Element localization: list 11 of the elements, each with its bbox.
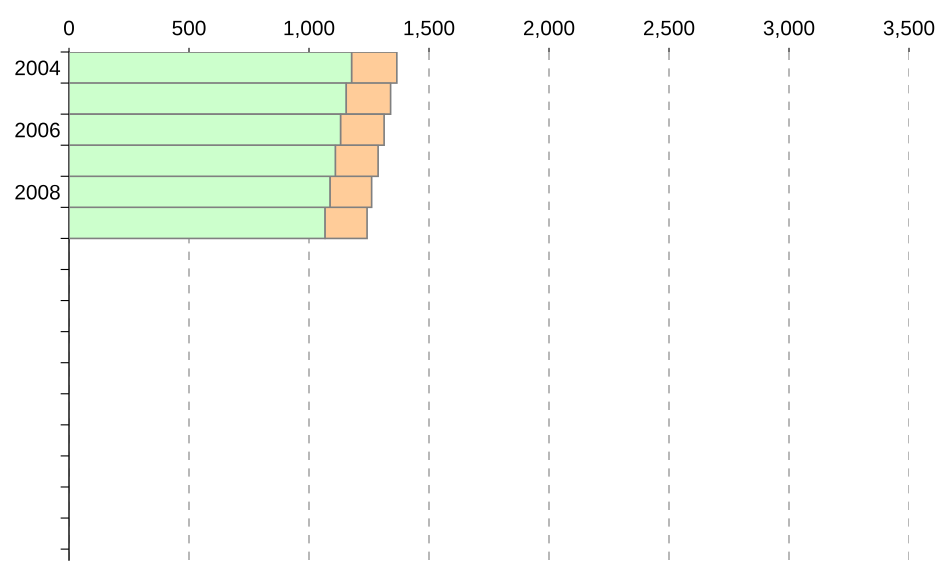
x-tick-label: 3,000	[764, 20, 814, 38]
x-tick-label: 2,500	[644, 20, 694, 38]
x-tick-label: 500	[172, 20, 206, 36]
y-tick-label: 2006	[15, 122, 60, 138]
x-tick-label: 0	[64, 20, 74, 36]
x-tick-label: 1,000	[284, 20, 334, 38]
y-tick-label: 2008	[15, 184, 60, 200]
x-tick-label: 2,000	[524, 20, 574, 38]
y-tick-label: 2004	[15, 60, 60, 76]
x-tick-label: 3,500	[884, 20, 934, 38]
x-tick-label: 1,500	[404, 20, 454, 38]
